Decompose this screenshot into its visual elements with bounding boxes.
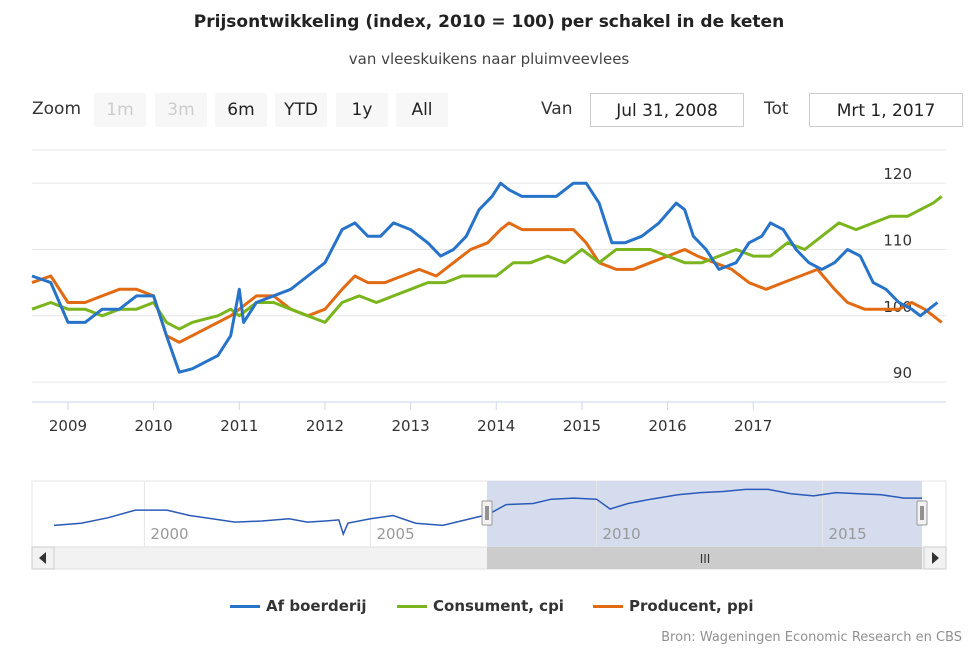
navigator-tick-label: 2005: [376, 525, 414, 543]
x-tick-label: 2011: [220, 417, 258, 435]
navigator-handle-right[interactable]: [916, 500, 928, 526]
x-tick-label: 2015: [563, 417, 601, 435]
credits: Bron: Wageningen Economic Research en CB…: [661, 630, 962, 645]
chart-series: [31, 181, 943, 374]
navigator-tick-label: 2000: [150, 525, 188, 543]
series-line-consument[interactable]: [31, 195, 943, 331]
legend-swatch-producent: [593, 605, 623, 608]
zoom-3m-button[interactable]: 3m: [155, 93, 207, 127]
x-tick-label: 2009: [49, 417, 87, 435]
chart-title: Prijsontwikkeling (index, 2010 = 100) pe…: [193, 12, 785, 32]
scrollbar-thumb[interactable]: [487, 547, 922, 569]
range-from-label: Van: [541, 99, 573, 119]
zoom-6m-button[interactable]: 6m: [215, 93, 267, 127]
navigator-handle-left[interactable]: [481, 500, 493, 526]
y-tick-label: 100: [883, 298, 912, 316]
x-axis-labels: 2009 2010 2011 2012 2013 2014 2015 2016 2017: [32, 401, 946, 435]
zoom-1m-button[interactable]: 1m: [94, 93, 146, 127]
x-tick-label: 2014: [477, 417, 515, 435]
x-tick-label: 2013: [392, 417, 430, 435]
y-axis-labels: 90 100 110 120: [883, 165, 912, 382]
legend-item-consument[interactable]: Consument, cpi: [433, 597, 564, 615]
chart-grid: [32, 149, 946, 383]
navigator: 2000 2005 2010 2015: [31, 480, 947, 548]
series-line-boerderij[interactable]: [31, 181, 939, 374]
y-tick-label: 110: [883, 231, 912, 249]
legend-item-boerderij[interactable]: Af boerderij: [266, 597, 367, 615]
y-tick-label: 120: [883, 165, 912, 183]
x-tick-label: 2010: [135, 417, 173, 435]
zoom-ytd-button[interactable]: YTD: [275, 93, 327, 127]
scrollbar[interactable]: III: [31, 546, 947, 570]
legend-swatch-boerderij: [230, 605, 260, 608]
scrollbar-grip: III: [700, 552, 711, 566]
zoom-all-button[interactable]: All: [396, 93, 448, 127]
range-to-input[interactable]: Mrt 1, 2017: [809, 93, 963, 127]
x-tick-label: 2016: [649, 417, 687, 435]
legend-swatch-consument: [397, 605, 427, 608]
navigator-tick-label: 2010: [603, 525, 641, 543]
chart-subtitle: van vleeskuikens naar pluimveevlees: [348, 50, 630, 68]
legend: Af boerderij Consument, cpi Producent, p…: [0, 594, 978, 618]
x-tick-label: 2012: [306, 417, 344, 435]
zoom-label: Zoom: [32, 99, 82, 119]
series-line-producent[interactable]: [31, 221, 943, 344]
chevron-right-icon: [932, 552, 939, 564]
legend-item-producent[interactable]: Producent, ppi: [629, 597, 754, 615]
zoom-1y-button[interactable]: 1y: [336, 93, 388, 127]
navigator-tick-label: 2015: [829, 525, 867, 543]
range-to-label: Tot: [764, 99, 789, 119]
chevron-left-icon: [39, 552, 46, 564]
range-from-input[interactable]: Jul 31, 2008: [590, 93, 744, 127]
y-tick-label: 90: [893, 364, 912, 382]
x-tick-label: 2017: [734, 417, 772, 435]
